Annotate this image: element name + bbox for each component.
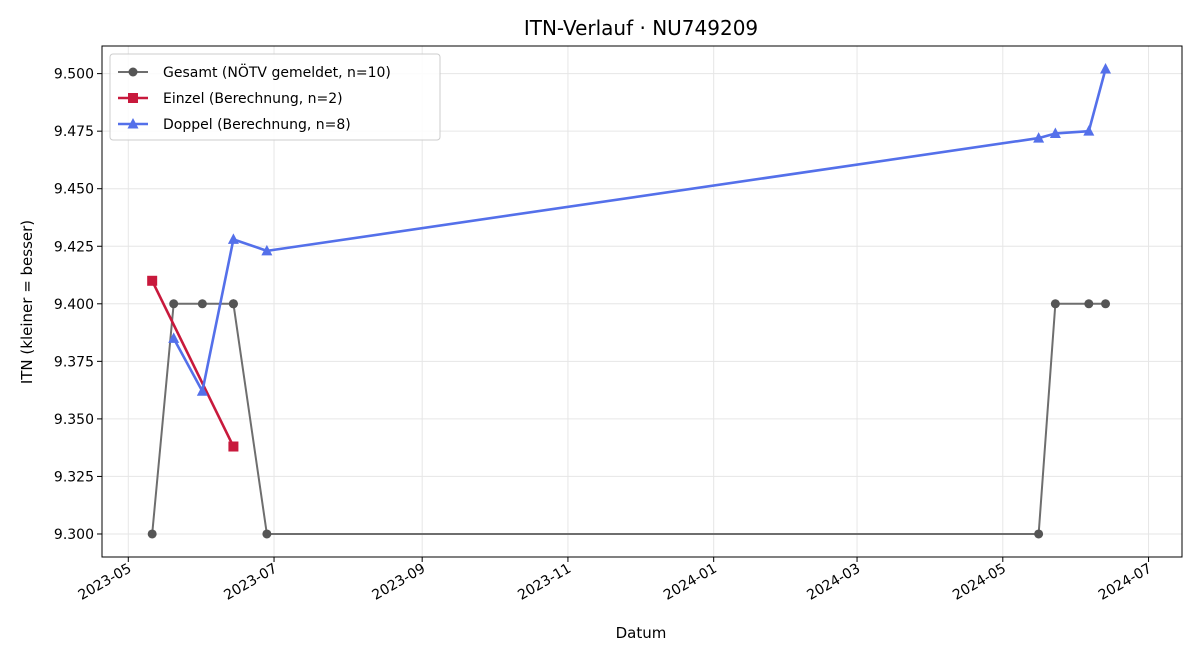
- legend: Gesamt (NÖTV gemeldet, n=10) Einzel (Bere…: [109, 53, 441, 141]
- y-tick-label: 9.325: [54, 469, 94, 485]
- y-axis-label: ITN (kleiner = besser): [18, 220, 36, 384]
- x-axis: 2023-05 2023-07 2023-09 2023-11 2024-01 2024-…: [76, 557, 1155, 604]
- x-tick-label: 2024-01: [661, 561, 720, 604]
- series-line: [172, 68, 1107, 393]
- legend-entry: Doppel (Berechnung, n=8): [163, 117, 351, 133]
- series-circle: [147, 299, 1111, 539]
- series-layer: [147, 63, 1112, 539]
- data-point: [1050, 299, 1060, 309]
- x-tick-label: 2023-05: [76, 561, 135, 604]
- y-tick-label: 9.350: [54, 412, 94, 428]
- x-tick-label: 2023-11: [515, 561, 574, 604]
- y-tick-label: 9.500: [54, 67, 94, 83]
- y-axis: 9.300 9.325 9.350 9.375 9.400 9.425 9.450 9.475…: [54, 67, 102, 543]
- x-tick-label: 2024-03: [804, 561, 863, 604]
- data-point: [262, 529, 272, 539]
- data-point: [1034, 529, 1044, 539]
- data-point: [1101, 299, 1111, 309]
- y-tick-label: 9.475: [54, 124, 94, 140]
- legend-entry: Gesamt (NÖTV gemeldet, n=10): [163, 63, 391, 81]
- series-square: [147, 275, 239, 452]
- data-point: [169, 299, 179, 309]
- data-point: [228, 299, 238, 309]
- data-point: [228, 441, 239, 452]
- y-tick-label: 9.425: [54, 239, 94, 255]
- legend-marker: [128, 67, 138, 77]
- series-triangle: [168, 63, 1112, 396]
- legend-marker: [128, 93, 138, 103]
- series-line: [151, 280, 235, 448]
- data-point: [227, 233, 239, 244]
- data-point: [197, 299, 207, 309]
- data-point: [147, 529, 157, 539]
- y-tick-label: 9.300: [54, 527, 94, 543]
- plot-frame: [101, 45, 1183, 558]
- data-point: [1084, 299, 1094, 309]
- y-tick-label: 9.400: [54, 297, 94, 313]
- data-point: [1083, 125, 1095, 136]
- x-axis-label: Datum: [616, 624, 667, 642]
- data-point: [261, 244, 273, 256]
- grid: [102, 46, 1182, 557]
- data-point: [1033, 132, 1045, 143]
- data-point: [1100, 63, 1112, 74]
- data-point: [196, 385, 208, 396]
- legend-marker: [127, 118, 139, 129]
- chart-title: ITN-Verlauf · NU749209: [524, 16, 758, 40]
- x-tick-label: 2023-09: [370, 561, 429, 604]
- x-tick-label: 2024-07: [1096, 561, 1155, 604]
- y-tick-label: 9.450: [54, 182, 94, 198]
- x-tick-label: 2023-07: [221, 561, 280, 604]
- data-point: [1049, 127, 1061, 138]
- legend-entry: Einzel (Berechnung, n=2): [163, 91, 343, 107]
- data-point: [168, 332, 180, 343]
- data-point: [147, 275, 158, 286]
- x-tick-label: 2024-05: [950, 561, 1009, 604]
- legend-box: [109, 53, 441, 141]
- y-tick-label: 9.375: [54, 354, 94, 370]
